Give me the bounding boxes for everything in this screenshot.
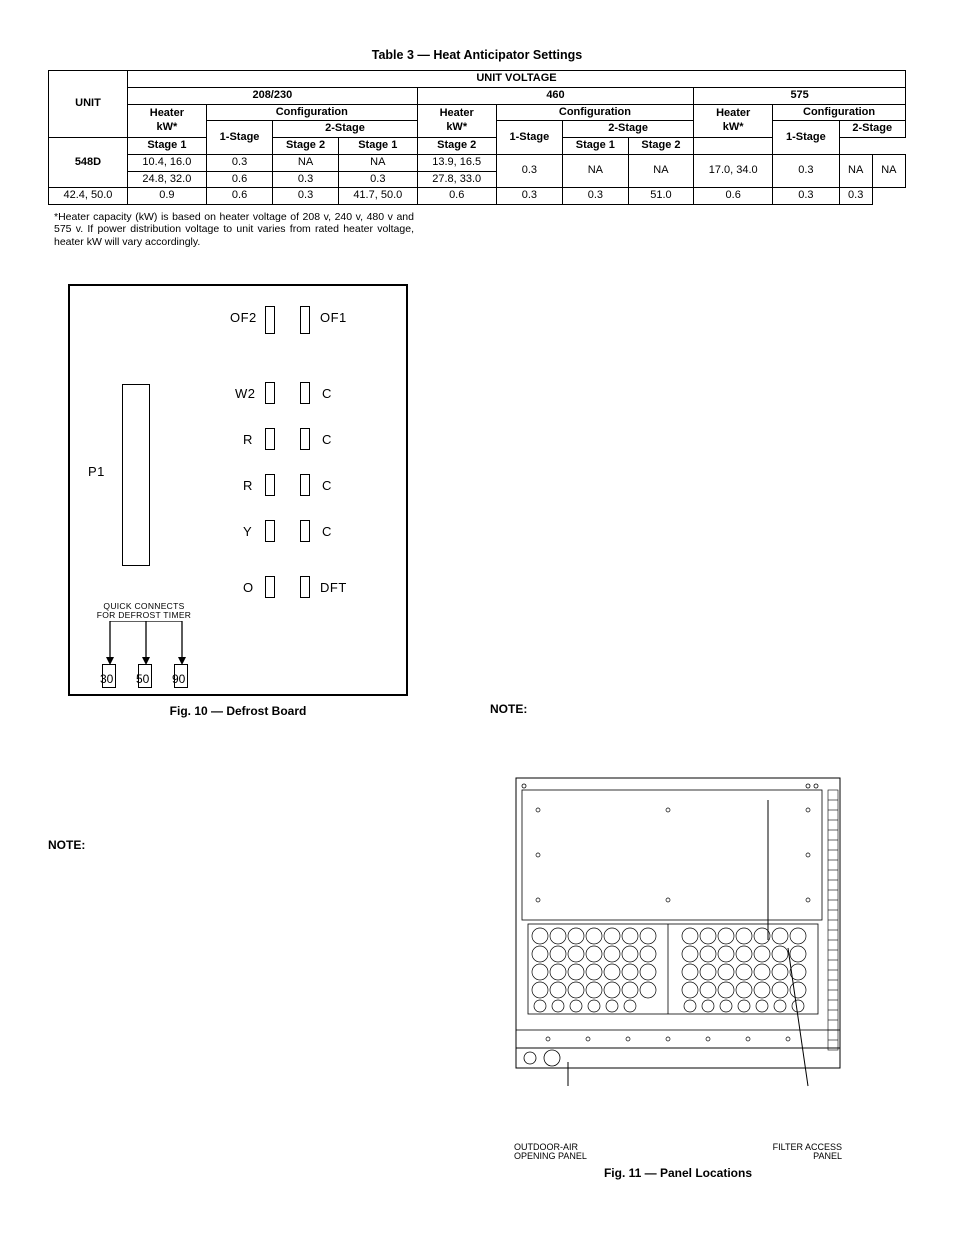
cell: 27.8, 33.0 xyxy=(417,171,496,188)
outdoor-air-label: OUTDOOR-AIROPENING PANEL xyxy=(514,1143,587,1162)
cell: 42.4, 50.0 xyxy=(49,188,128,205)
cell: 0.3 xyxy=(773,188,839,205)
config-575: Configuration xyxy=(773,104,906,121)
cell: 13.9, 16.5 xyxy=(417,154,496,171)
heater-kw-575: HeaterkW* xyxy=(694,104,773,138)
cell: 0.3 xyxy=(273,188,339,205)
terminal-rect xyxy=(300,306,310,334)
config-208: Configuration xyxy=(206,104,417,121)
vg-460: 460 xyxy=(417,87,693,104)
voltage-header: UNIT VOLTAGE xyxy=(127,71,905,88)
label-of1: OF1 xyxy=(320,310,347,325)
s1-460: 1-Stage xyxy=(496,121,562,155)
ss1-208: Stage 1 xyxy=(127,138,206,155)
cell: 0.6 xyxy=(694,188,773,205)
label-dft: DFT xyxy=(320,580,347,595)
cell: 0.3 xyxy=(273,171,339,188)
heater-kw-460: HeaterkW* xyxy=(417,104,496,138)
terminal-rect xyxy=(300,428,310,450)
anticipator-table: UNIT UNIT VOLTAGE 208/230 460 575 Heater… xyxy=(48,70,906,205)
config-460: Configuration xyxy=(496,104,694,121)
label-50: 50 xyxy=(136,672,149,686)
terminal-rect xyxy=(265,576,275,598)
cell: 0.3 xyxy=(338,171,417,188)
p1-connector xyxy=(122,384,150,566)
cell: 0.3 xyxy=(839,188,872,205)
label-c: C xyxy=(322,386,332,401)
cell: 0.6 xyxy=(206,188,272,205)
label-r: R xyxy=(243,432,253,447)
label-o: O xyxy=(243,580,254,595)
defrost-board-diagram: OF2 OF1 W2 C R C R C Y C O xyxy=(68,284,408,696)
terminal-rect xyxy=(300,382,310,404)
cell: 24.8, 32.0 xyxy=(127,171,206,188)
ss2-208: Stage 2 xyxy=(273,138,339,155)
terminal-rect xyxy=(265,382,275,404)
cell: 51.0 xyxy=(628,188,694,205)
cell: NA xyxy=(872,154,905,188)
fig10-caption: Fig. 10 — Defrost Board xyxy=(68,704,408,718)
cell: 0.9 xyxy=(127,188,206,205)
label-c: C xyxy=(322,478,332,493)
terminal-rect xyxy=(300,474,310,496)
cell: NA xyxy=(273,154,339,171)
cell: NA xyxy=(628,154,694,188)
ss1-460: Stage 1 xyxy=(338,138,417,155)
cell: 0.6 xyxy=(206,171,272,188)
label-30: 30 xyxy=(100,672,113,686)
ss1-575: Stage 1 xyxy=(563,138,629,155)
ss2-460: Stage 2 xyxy=(417,138,496,155)
note-right: NOTE: xyxy=(490,702,527,716)
panel-locations-diagram xyxy=(508,770,848,1140)
terminal-rect xyxy=(300,520,310,542)
filter-access-label: FILTER ACCESSPANEL xyxy=(773,1143,842,1162)
unit-name: 548D xyxy=(49,138,128,188)
label-c: C xyxy=(322,524,332,539)
table-footnote: *Heater capacity (kW) is based on heater… xyxy=(54,211,414,248)
terminal-rect xyxy=(300,576,310,598)
cell: 0.3 xyxy=(496,154,562,188)
cell: 17.0, 34.0 xyxy=(694,154,773,188)
table-title: Table 3 — Heat Anticipator Settings xyxy=(48,48,906,62)
terminal-rect xyxy=(265,474,275,496)
fig11-caption: Fig. 11 — Panel Locations xyxy=(508,1166,848,1180)
s2-460: 2-Stage xyxy=(563,121,694,138)
label-c: C xyxy=(322,432,332,447)
quick-connects-label: QUICK CONNECTSFOR DEFROST TIMER xyxy=(84,602,204,620)
label-90: 90 xyxy=(172,672,185,686)
label-w2: W2 xyxy=(235,386,256,401)
ss2-575: Stage 2 xyxy=(628,138,694,155)
cell: 0.3 xyxy=(496,188,562,205)
cell: NA xyxy=(563,154,629,188)
cell: 10.4, 16.0 xyxy=(127,154,206,171)
cell: 0.3 xyxy=(563,188,629,205)
unit-header: UNIT xyxy=(49,71,128,138)
label-y: Y xyxy=(243,524,252,539)
terminal-rect xyxy=(265,428,275,450)
table-row: 42.4, 50.0 0.9 0.6 0.3 41.7, 50.0 0.6 0.… xyxy=(49,188,906,205)
label-r: R xyxy=(243,478,253,493)
note-left: NOTE: xyxy=(48,838,85,852)
s1-575: 1-Stage xyxy=(773,121,839,155)
cell: 0.3 xyxy=(773,154,839,188)
cell: 0.6 xyxy=(417,188,496,205)
s2-208: 2-Stage xyxy=(273,121,418,138)
terminal-rect xyxy=(265,520,275,542)
cell: NA xyxy=(839,154,872,188)
vg-575: 575 xyxy=(694,87,906,104)
cell: 41.7, 50.0 xyxy=(338,188,417,205)
table-row: 10.4, 16.0 0.3 NA NA 13.9, 16.5 0.3 NA N… xyxy=(49,154,906,171)
heater-kw-208: HeaterkW* xyxy=(127,104,206,138)
label-of2: OF2 xyxy=(230,310,257,325)
arrows-icon xyxy=(88,621,208,665)
cell: 0.3 xyxy=(206,154,272,171)
terminal-rect xyxy=(265,306,275,334)
label-p1: P1 xyxy=(88,464,105,479)
s2-575: 2-Stage xyxy=(839,121,905,138)
s1-208: 1-Stage xyxy=(206,121,272,155)
vg-208: 208/230 xyxy=(127,87,417,104)
cell: NA xyxy=(338,154,417,171)
